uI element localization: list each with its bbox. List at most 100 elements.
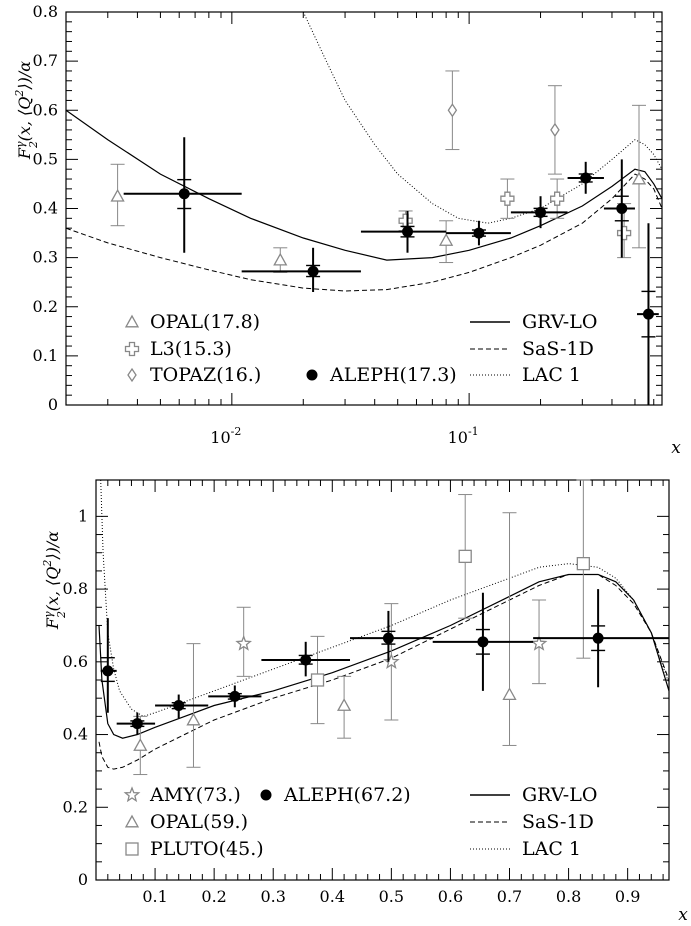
x-axis-label: x (678, 905, 688, 925)
curve-grv-lo (66, 109, 662, 261)
x-tick-label: 0.3 (260, 887, 285, 906)
y-tick-label: 0.6 (63, 652, 88, 671)
y-tick-label: 0.5 (33, 149, 58, 168)
y-tick-label: 0.1 (33, 346, 58, 365)
x-tick-label: 0.8 (556, 887, 581, 906)
opal-marker (336, 698, 352, 711)
x-tick-label: 0.7 (497, 887, 522, 906)
aleph-marker (477, 636, 489, 648)
legend-label-aleph: ALEPH(67.2) (283, 784, 411, 806)
legend: OPAL(17.8) L3(15.3) TOPAZ(16.) ALEPH(17.3) G… (124, 311, 597, 386)
opal-marker (133, 738, 148, 751)
legend-marker-amy (123, 786, 141, 803)
data-points-group (110, 70, 659, 405)
legend-marker-opal (124, 314, 140, 328)
amy-marker (235, 634, 252, 651)
y-tick-label: 0.7 (33, 51, 58, 70)
legend-label-sas-1d: SaS-1D (522, 811, 594, 833)
x-tick-label: 0.6 (438, 887, 463, 906)
y-axis-label: F2γ(x, ⟨Q2⟩)/α (41, 531, 68, 630)
x-tick-label: 0.9 (615, 887, 640, 906)
legend-label-grv-lo: GRV-LO (522, 784, 597, 806)
aleph-marker (229, 690, 241, 702)
y-tick-label: 0.8 (33, 2, 58, 21)
topaz-marker (447, 103, 458, 118)
aleph-marker (616, 203, 628, 214)
curve-grv-lo (98, 573, 669, 739)
pluto-marker (576, 556, 590, 571)
curve-lac-1 (302, 12, 662, 224)
y-axis-label: F2γ(x, ⟨Q2⟩)/α (13, 61, 40, 160)
legend-label-topaz: TOPAZ(16.) (150, 364, 261, 386)
x-axis-label: x (671, 438, 681, 458)
opal-marker (186, 712, 201, 726)
aleph-marker (402, 226, 414, 238)
curve-sas-1d (66, 173, 662, 292)
data-points-group (100, 479, 669, 776)
legend-label-opal: OPAL(59.) (150, 811, 248, 833)
aleph-marker (131, 718, 143, 730)
legend-label-amy: AMY(73.) (149, 784, 241, 806)
legend-marker-aleph (260, 789, 272, 801)
curves-group (66, 12, 662, 292)
y-tick-label: 0.6 (33, 100, 58, 119)
aleph-marker (300, 654, 312, 666)
legend-marker-aleph (306, 369, 318, 381)
curve-sas-1d (98, 574, 669, 770)
aleph-marker (535, 206, 547, 218)
pluto-marker (458, 549, 472, 564)
aleph-marker (592, 632, 604, 644)
legend-marker-pluto (125, 842, 139, 856)
amy-marker (382, 652, 400, 669)
x-tick-label: 0.1 (142, 887, 167, 906)
y-tick-label: 1 (78, 506, 88, 525)
aleph-marker (642, 308, 654, 320)
l3-marker (398, 213, 413, 228)
aleph-marker (382, 632, 394, 644)
aleph-marker (173, 699, 185, 711)
y-tick-label: 0 (78, 870, 88, 889)
topaz-marker (550, 122, 560, 138)
top-panel: 0 0.1 0.2 0.3 0.4 0.5 0.6 0.7 0.8 10-2 10-1 F2γ(x, … (13, 2, 681, 458)
legend-marker-l3 (124, 341, 140, 357)
aleph-marker (580, 172, 592, 184)
legend-label-lac-1: LAC 1 (522, 364, 581, 386)
l3-marker (500, 191, 515, 206)
y-tick-label: 0.4 (33, 199, 58, 218)
legend-label-l3: L3(15.3) (150, 338, 232, 360)
aleph-marker (473, 227, 485, 239)
legend-marker-opal (124, 814, 140, 828)
bottom-panel: 0 0.2 0.4 0.6 0.8 1 0.1 0.2 0.3 0.4 0.5 0.6 0.7 0.8 0.… (41, 479, 688, 925)
amy-marker (530, 634, 548, 651)
x-tick-label: 0.2 (201, 887, 226, 906)
y-tick-label: 0 (48, 395, 58, 414)
legend-label-opal: OPAL(17.8) (150, 311, 260, 333)
opal-marker (631, 171, 647, 185)
legend-label-pluto: PLUTO(45.) (150, 838, 264, 860)
opal-marker (502, 687, 517, 700)
opal-marker (110, 188, 125, 202)
legend-label-lac-1: LAC 1 (522, 838, 581, 860)
l3-marker (550, 191, 565, 206)
y-tick-label: 0.4 (63, 725, 88, 744)
y-tick-label: 0.8 (63, 579, 88, 598)
legend-label-grv-lo: GRV-LO (522, 311, 597, 333)
y-tick-label: 0.2 (33, 297, 58, 316)
legend-marker-topaz (127, 367, 137, 383)
aleph-marker (178, 188, 190, 200)
x-tick-label: 10-1 (448, 425, 479, 447)
legend-label-sas-1d: SaS-1D (522, 338, 594, 360)
opal-marker (273, 252, 288, 266)
y-tick-label: 0.2 (63, 797, 88, 816)
opal-marker (439, 233, 454, 246)
legend-label-aleph: ALEPH(17.3) (329, 364, 457, 386)
l3-marker (616, 225, 632, 241)
legend: AMY(73.) OPAL(59.) PLUTO(45.) ALEPH(67.2) GR… (123, 784, 597, 860)
x-tick-label: 0.5 (379, 887, 404, 906)
aleph-marker (102, 665, 114, 677)
y-tick-label: 0.3 (33, 248, 58, 267)
x-tick-label: 0.4 (320, 887, 345, 906)
x-tick-label: 10-2 (210, 425, 241, 447)
aleph-marker (307, 265, 319, 277)
